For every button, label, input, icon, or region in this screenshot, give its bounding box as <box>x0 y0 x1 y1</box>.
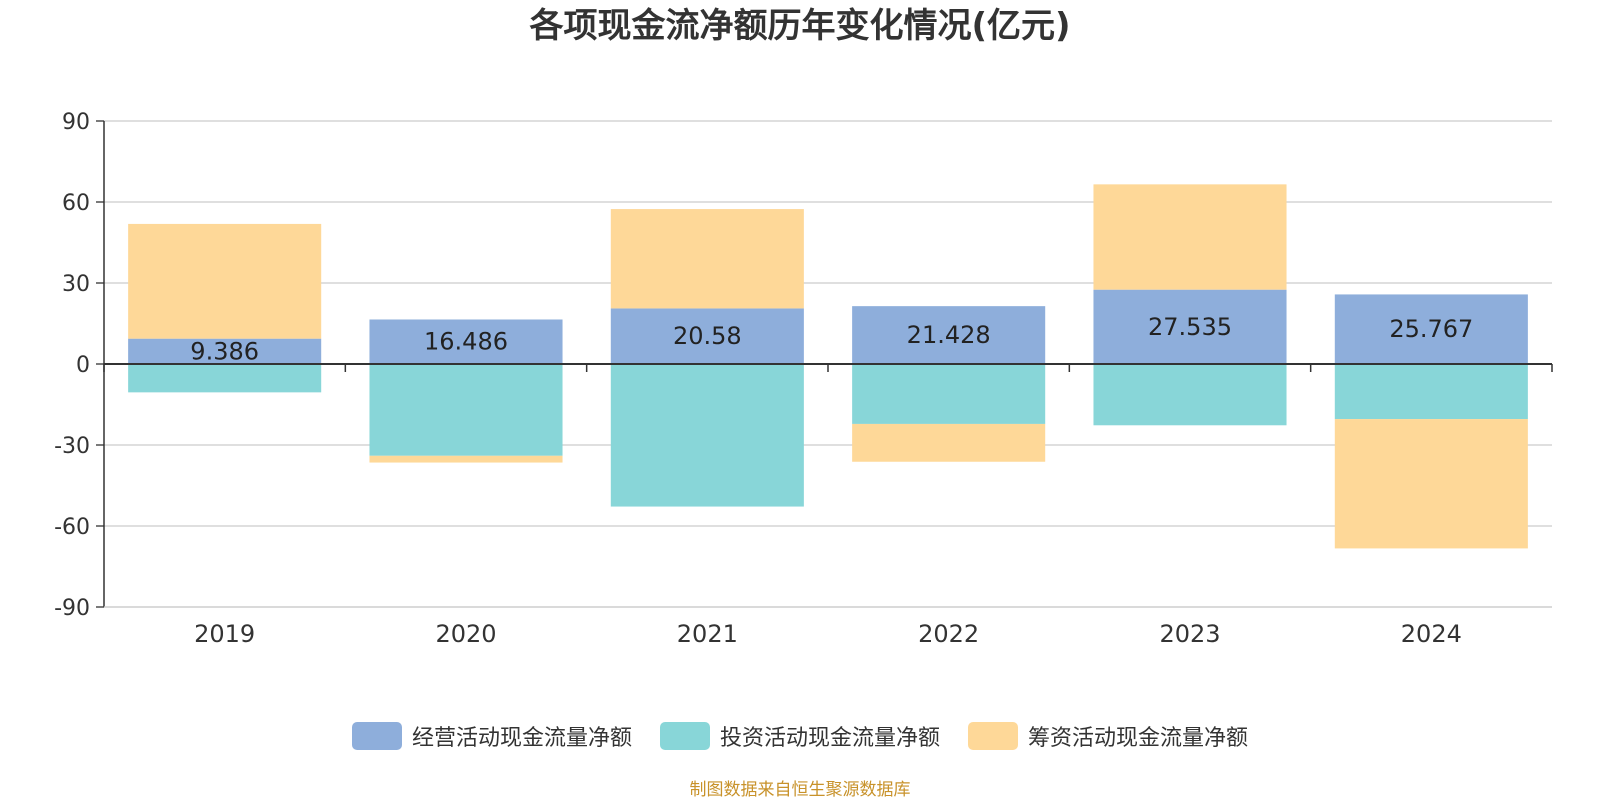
data-label: 16.486 <box>424 328 508 356</box>
y-tick-label: 30 <box>62 272 90 297</box>
y-tick-label: -30 <box>54 434 90 459</box>
data-label: 21.428 <box>907 321 991 349</box>
bar-segment <box>852 306 1046 364</box>
bar-segment <box>1334 364 1528 420</box>
legend-label-financing: 筹资活动现金流量净额 <box>1028 726 1249 751</box>
x-tick-label: 2019 <box>194 620 255 648</box>
bar-segment <box>1093 289 1287 364</box>
data-label: 20.58 <box>673 322 742 350</box>
bar-segment <box>1093 364 1287 426</box>
legend-item-financing[interactable]: 筹资活动现金流量净额 <box>968 720 1248 752</box>
legend-swatch-investing <box>659 722 710 750</box>
legend-swatch-financing <box>968 722 1018 750</box>
data-source-note: 制图数据来自恒生聚源数据库 <box>689 780 911 800</box>
bar-segment <box>610 308 804 364</box>
stacked-bar-chart: 90 60 30 0 -30 -60 -90 9.386 16.486 20.58 21.428 27… <box>54 110 1553 648</box>
y-tick-label: -60 <box>54 515 90 540</box>
bar-segment <box>128 364 322 393</box>
legend-item-investing[interactable]: 投资活动现金流量净额 <box>659 720 940 752</box>
y-tick-label: 0 <box>76 353 90 378</box>
legend-label-operating: 经营活动现金流量净额 <box>411 726 632 751</box>
bar-segment <box>610 209 804 309</box>
chart-title: 各项现金流净额历年变化情况(亿元) <box>529 6 1071 46</box>
bar-segment <box>610 364 804 507</box>
y-tick-label: -90 <box>54 596 90 621</box>
y-tick-label: 90 <box>62 110 90 135</box>
legend-label-investing: 投资活动现金流量净额 <box>719 726 940 751</box>
x-tick-label: 2021 <box>677 620 738 648</box>
data-label: 27.535 <box>1148 313 1232 341</box>
bar-segment <box>369 319 563 364</box>
legend-item-operating[interactable]: 经营活动现金流量净额 <box>351 720 632 752</box>
legend-swatch-operating <box>351 722 402 750</box>
x-tick-label: 2020 <box>435 620 496 648</box>
y-tick-label: 60 <box>62 191 90 216</box>
bar-segment <box>128 223 322 339</box>
x-tick-label: 2023 <box>1159 620 1220 648</box>
bar-segment <box>1334 419 1528 549</box>
bar-segment <box>369 364 563 456</box>
data-label: 9.386 <box>190 337 259 365</box>
x-tick-label: 2024 <box>1401 620 1462 648</box>
bar-segment <box>1093 184 1287 290</box>
bar-segment <box>852 364 1046 424</box>
data-label: 25.767 <box>1389 315 1473 343</box>
bar-segment <box>852 423 1046 462</box>
bar-segment <box>369 455 563 463</box>
bar-segment <box>128 338 322 364</box>
legend: 经营活动现金流量净额 投资活动现金流量净额 筹资活动现金流量净额 <box>0 720 1600 752</box>
bar-segment <box>1334 294 1528 364</box>
x-tick-label: 2022 <box>918 620 979 648</box>
